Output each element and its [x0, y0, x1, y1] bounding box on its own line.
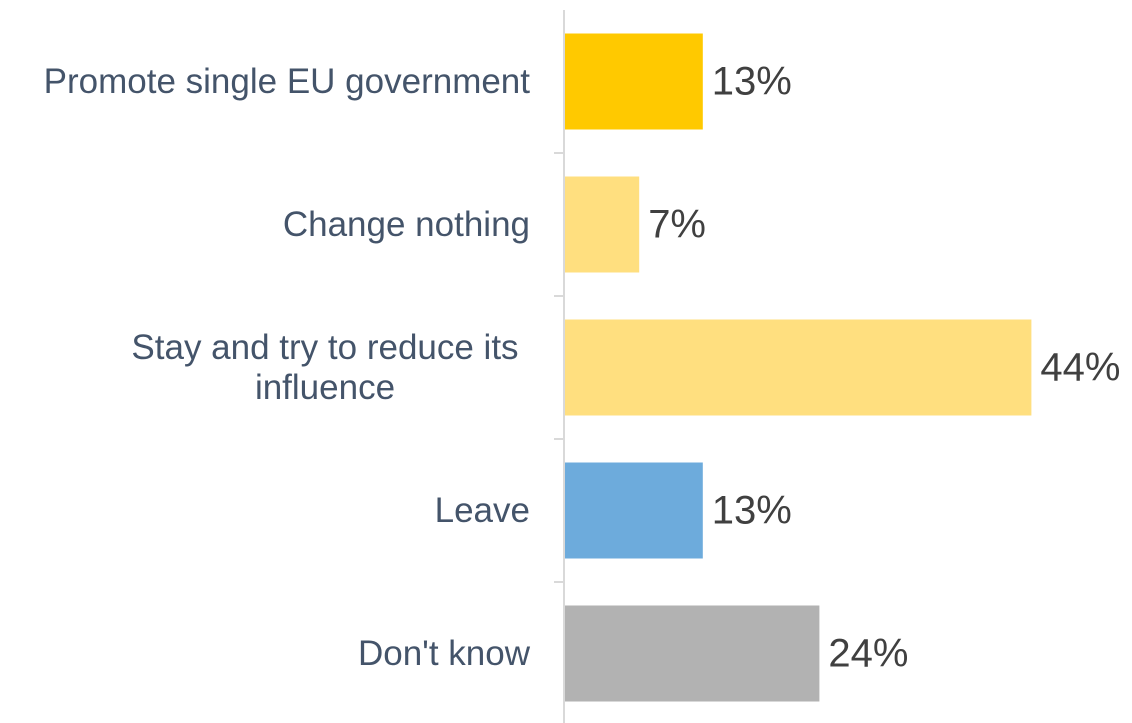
bar-change-nothing — [565, 176, 640, 273]
bar-leave — [565, 462, 703, 559]
value-label-promote-single-eu-government: 13% — [712, 60, 792, 104]
value-labels: 13% 7% 44% 13% 24% — [648, 60, 1120, 676]
category-label-leave: Leave — [435, 491, 530, 530]
bar-promote-single-eu-government — [565, 33, 703, 130]
bar-stay-and-try-to-reduce-its-influence — [565, 319, 1032, 416]
category-label-don-t-know: Don't know — [358, 634, 531, 673]
value-label-stay-and-try-to-reduce-its-influence: 44% — [1040, 346, 1120, 390]
bar-don-t-know — [565, 605, 820, 702]
bars — [565, 33, 1032, 702]
axis-ticks — [554, 152, 564, 583]
value-label-don-t-know: 24% — [828, 632, 908, 676]
value-label-leave: 13% — [712, 489, 792, 533]
category-labels: Promote single EU government Change nothi… — [44, 62, 531, 673]
category-label-change-nothing: Change nothing — [283, 205, 530, 244]
value-label-change-nothing: 7% — [648, 203, 706, 247]
category-label-stay-and-try-to-reduce-its-influence: Stay and try to reduce its influence — [131, 328, 518, 407]
category-label-promote-single-eu-government: Promote single EU government — [44, 62, 531, 101]
